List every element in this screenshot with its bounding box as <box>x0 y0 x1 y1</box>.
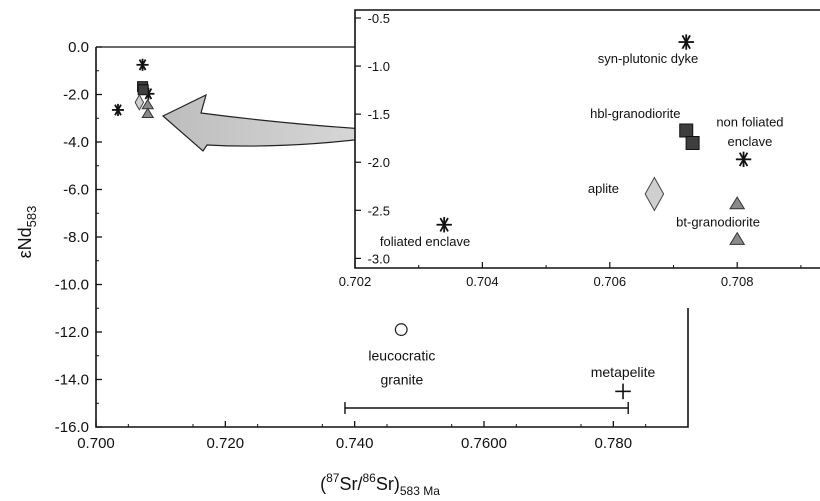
main-axis-ticks: 0.0-2.0-4.0-6.0-8.0-10.0-12.0-14.0-16.00… <box>55 39 647 452</box>
annotation-label: metapelite <box>591 364 656 380</box>
main-data-points <box>111 58 631 400</box>
inset-point-labels: syn-plutonic dyke hbl-granodiorite non fol… <box>380 51 784 249</box>
inset-axes-outline <box>354 9 820 269</box>
inset-y-tick-label: -1.0 <box>368 59 390 74</box>
point-metapelite <box>615 383 631 400</box>
x-tick-label: 0.780 <box>595 435 633 452</box>
inset-point-foliated-enclave <box>436 217 452 233</box>
inset-point-label: foliated enclave <box>380 234 470 249</box>
y-tick-label: -8.0 <box>63 229 89 246</box>
y-tick-label: -6.0 <box>63 182 89 199</box>
inset-y-tick-label: -2.5 <box>368 203 390 218</box>
x-tick-label: 0.700 <box>77 435 115 452</box>
inset-point-hbl-granodiorite <box>679 123 694 138</box>
annotation-label: leucocratic <box>368 348 435 364</box>
inset-point-label: syn-plutonic dyke <box>598 51 698 66</box>
main-annotations: leucocratic granite metapelite <box>368 348 655 388</box>
inset-data-points <box>436 34 752 245</box>
inset-y-tick-label: -2.0 <box>368 155 390 170</box>
inset-point-non-foliated-enclave <box>735 151 752 168</box>
inset-x-tick-label: 0.702 <box>339 274 372 289</box>
y-tick-label: -4.0 <box>63 134 89 151</box>
point-foliated-enclave <box>111 103 125 116</box>
annotation-label: granite <box>380 371 423 387</box>
x-tick-label: 0.7600 <box>461 435 507 452</box>
inset-plot-frame <box>354 9 820 269</box>
y-axis-title: εNd583 <box>15 206 39 259</box>
inset-point-label: bt-granodiorite <box>676 215 760 230</box>
inset-background <box>355 10 820 268</box>
point-bt-granodiorite <box>141 107 155 118</box>
x-tick-label: 0.720 <box>207 435 245 452</box>
y-tick-label: -16.0 <box>55 419 89 436</box>
inset-point-bt-granodiorite <box>729 231 746 245</box>
y-tick-label: -2.0 <box>63 87 89 104</box>
inset-y-tick-label: -1.5 <box>368 107 390 122</box>
y-tick-label: 0.0 <box>68 39 89 56</box>
inset-x-tick-label: 0.708 <box>721 274 754 289</box>
y-tick-label: -12.0 <box>55 324 89 341</box>
inset-x-tick-label: 0.706 <box>594 274 627 289</box>
inset-point-label: enclave <box>728 134 773 149</box>
main-range-bar <box>344 402 629 414</box>
inset-point-hbl-granodiorite <box>685 136 700 150</box>
inset-point-aplite <box>644 176 665 212</box>
point-hbl-granodiorite <box>137 84 149 96</box>
inset-y-tick-label: -0.5 <box>368 11 390 26</box>
x-axis-title: (87Sr/86Sr)583 Ma <box>320 471 440 498</box>
inset-y-tick-label: -3.0 <box>368 251 390 266</box>
inset-point-bt-granodiorite <box>729 196 746 210</box>
x-tick-label: 0.740 <box>336 435 374 452</box>
inset-point-syn-plutonic-dyke <box>678 34 694 50</box>
inset-point-label: hbl-granodiorite <box>590 106 680 121</box>
inset-point-label: aplite <box>588 181 619 196</box>
point-aplite <box>134 93 145 111</box>
point-bt-granodiorite <box>141 98 155 110</box>
inset-x-tick-label: 0.704 <box>466 274 499 289</box>
inset-axis-ticks: -0.5 -1.0 -1.5 -2.0 -2.5 -3.0 0.702 0.704 0.706 0… <box>339 11 802 289</box>
point-leucocratic-granite <box>394 323 408 337</box>
inset-point-label: non foliated <box>716 115 783 130</box>
y-tick-label: -10.0 <box>55 277 89 294</box>
point-syn-plutonic-dyke <box>136 58 149 71</box>
y-tick-label: -14.0 <box>55 372 89 389</box>
